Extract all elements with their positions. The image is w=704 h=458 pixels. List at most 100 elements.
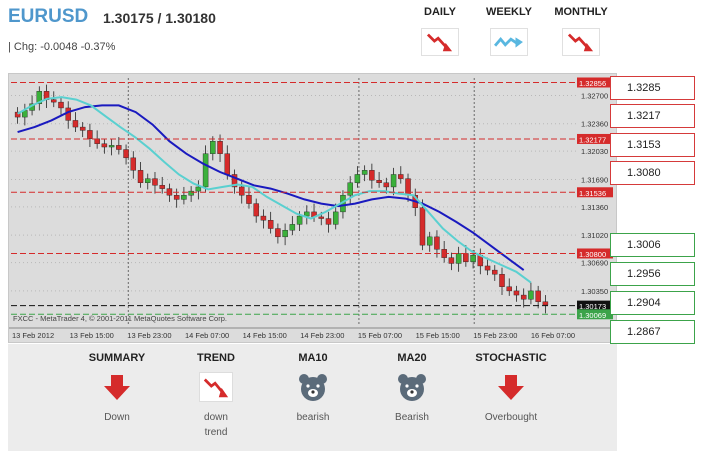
candle-body <box>506 286 512 292</box>
candle-body <box>492 269 498 275</box>
candle-body <box>202 153 209 188</box>
timeframe-weekly-label: WEEKLY <box>485 6 533 18</box>
trend-down-icon <box>562 28 600 56</box>
x-tick-label: 15 Feb 23:00 <box>473 331 517 340</box>
support-level: 1.2904 <box>610 291 695 315</box>
candle-body <box>224 153 231 175</box>
candle-body <box>419 207 426 246</box>
x-tick-label: 13 Feb 15:00 <box>70 331 114 340</box>
candle-body <box>325 218 332 225</box>
ma10-indicator: MA10 bearish <box>268 352 358 425</box>
candle-body <box>455 253 462 264</box>
x-tick-label: 13 Feb 23:00 <box>127 331 171 340</box>
ma20-indicator: MA20 Bearish <box>367 352 457 425</box>
candle-body <box>282 229 288 238</box>
trend-down-icon <box>421 28 459 56</box>
candle-body <box>36 91 43 104</box>
bear-icon <box>299 374 327 401</box>
timeframe-daily-label: DAILY <box>424 6 456 18</box>
timeframe-daily[interactable]: DAILY <box>405 6 475 56</box>
candle-body <box>369 170 375 181</box>
y-tick-label: 1.32700 <box>581 91 608 100</box>
y-tick-label: 1.31020 <box>581 231 608 240</box>
candle-body <box>275 228 281 238</box>
candle-body <box>108 145 115 148</box>
candle-body <box>542 301 549 306</box>
x-tick-label: 15 Feb 07:00 <box>358 331 402 340</box>
candle-body <box>535 290 541 302</box>
y-tick-label: 1.30690 <box>581 259 608 268</box>
ma20-line <box>17 104 525 271</box>
indicator-title: SUMMARY <box>88 352 146 364</box>
candle-body <box>434 236 440 250</box>
bear-icon <box>398 374 426 401</box>
x-tick-label: 14 Feb 07:00 <box>185 331 229 340</box>
candle-body <box>137 170 144 183</box>
x-tick-label: 16 Feb 07:00 <box>531 331 575 340</box>
candle-body <box>181 195 187 200</box>
arrow-down-icon <box>104 375 130 400</box>
indicator-title: TREND <box>197 352 235 364</box>
x-tick-label: 14 Feb 23:00 <box>300 331 344 340</box>
candlestick-chart: 1.32856 1.32177 1.31536 1.30800 1.301731.300… <box>9 77 616 340</box>
price-tag <box>577 248 613 259</box>
x-tick-label: 13 Feb 2012 <box>12 331 54 340</box>
y-tick-label: 1.32030 <box>581 147 608 156</box>
price-tag <box>577 187 613 198</box>
price-change: | Chg: -0.0048 -0.37% <box>8 41 116 53</box>
resistance-level: 1.3080 <box>610 161 695 185</box>
candle-body <box>513 290 520 296</box>
candle-body <box>79 126 86 131</box>
timeframe-weekly[interactable]: WEEKLY <box>474 6 544 56</box>
indicator-title: STOCHASTIC <box>475 352 547 364</box>
arrow-down-icon <box>498 375 524 400</box>
candle-body <box>296 215 303 225</box>
timeframe-monthly[interactable]: MONTHLY <box>546 6 616 56</box>
price-tag <box>577 77 613 88</box>
resistance-level: 1.3217 <box>610 104 695 128</box>
candle-body <box>65 107 71 121</box>
resistance-level: 1.3153 <box>610 133 695 157</box>
candle-body <box>246 195 252 204</box>
candle-body <box>426 236 433 246</box>
indicator-value: down trend <box>204 412 228 438</box>
indicator-value: Down <box>104 412 130 423</box>
timeframe-monthly-label: MONTHLY <box>554 6 608 18</box>
y-tick-label: 1.32360 <box>581 120 608 129</box>
candle-body <box>173 195 180 200</box>
candle-body <box>145 178 151 183</box>
indicator-summary-panel: SUMMARY Down TREND down trend MA10 beari… <box>8 344 617 451</box>
candle-body <box>383 182 390 188</box>
candle-body <box>470 254 476 262</box>
price-tag-label: 1.32856 <box>579 79 606 88</box>
candle-body <box>87 130 93 139</box>
y-tick-label: 1.31360 <box>581 203 608 212</box>
stochastic-indicator: STOCHASTIC Overbought <box>466 352 556 425</box>
candle-body <box>239 186 245 196</box>
candle-body <box>130 157 137 171</box>
candle-body <box>484 265 491 271</box>
candle-body <box>72 120 79 128</box>
candle-body <box>188 190 194 196</box>
candle-body <box>289 224 296 231</box>
candle-body <box>152 178 158 186</box>
price-tag <box>577 300 613 311</box>
candle-body <box>14 111 21 118</box>
trend-indicator: TREND down trend <box>171 352 261 440</box>
ma10-line <box>17 96 532 284</box>
candle-body <box>499 274 505 287</box>
price-tag-label: 1.30800 <box>579 250 606 259</box>
candle-body <box>463 253 469 262</box>
candle-body <box>231 174 238 188</box>
price-tag-label: 1.31536 <box>579 189 606 198</box>
candle-body <box>159 185 165 189</box>
x-tick-label: 14 Feb 15:00 <box>243 331 287 340</box>
price-tag <box>577 309 613 320</box>
candle-body <box>210 141 216 154</box>
candle-body <box>361 170 368 175</box>
candle-body <box>354 174 361 183</box>
support-level: 1.3006 <box>610 233 695 257</box>
price-chart[interactable]: 1.32856 1.32177 1.31536 1.30800 1.30173 1.300… <box>8 73 617 343</box>
candle-body <box>398 174 404 179</box>
price-tag-label: 1.32177 <box>579 135 606 144</box>
